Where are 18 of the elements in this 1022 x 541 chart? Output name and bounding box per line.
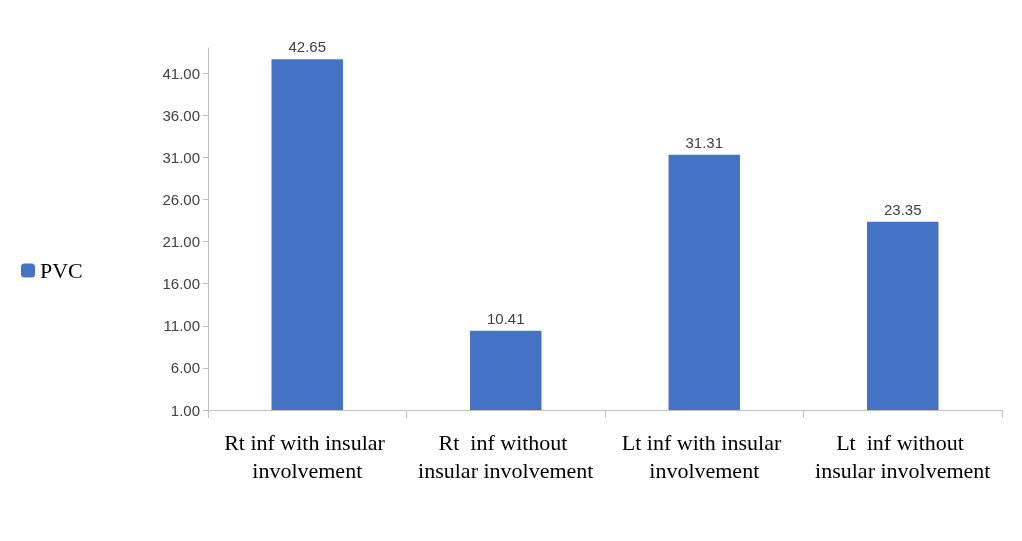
x-tick-label: Rt inf without insular involvement: [418, 429, 594, 483]
y-tick-label: 31.00: [162, 148, 200, 166]
x-tick-label: Lt inf without insular involvement: [815, 429, 991, 483]
y-tick-label: 1.00: [170, 401, 200, 419]
y-tick-label: 11.00: [163, 317, 200, 335]
data-label: 23.35: [883, 200, 922, 218]
y-tick-label: 6.00: [170, 359, 200, 377]
y-tick-label: 26.00: [162, 191, 200, 209]
data-label: 42.65: [288, 38, 327, 56]
y-tick-label: 21.00: [162, 233, 200, 251]
y-tick-label: 16.00: [162, 275, 200, 293]
x-tick-label: Rt inf with insular involvement: [224, 429, 391, 483]
data-label: 10.41: [486, 309, 525, 327]
legend-label: PVC: [40, 258, 83, 283]
data-label: 31.31: [685, 133, 724, 151]
y-tick-label: 36.00: [162, 106, 200, 124]
x-tick-label: Lt inf with insular involvement: [621, 429, 787, 483]
y-tick-label: 41.00: [162, 64, 200, 82]
